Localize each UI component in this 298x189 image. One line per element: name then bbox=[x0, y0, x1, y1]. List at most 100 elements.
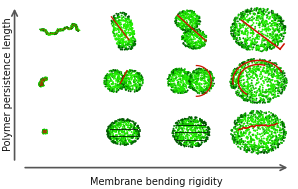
Point bbox=[45, 31, 50, 34]
Point bbox=[46, 34, 51, 37]
Point bbox=[116, 15, 121, 18]
Point bbox=[70, 25, 75, 28]
Point bbox=[255, 110, 260, 113]
Point bbox=[54, 30, 59, 33]
Point bbox=[41, 129, 45, 132]
Point bbox=[51, 33, 56, 36]
Point bbox=[189, 82, 194, 85]
Point bbox=[231, 22, 235, 25]
Point bbox=[243, 131, 248, 134]
Point bbox=[270, 78, 275, 81]
Point bbox=[202, 74, 207, 77]
Point bbox=[283, 130, 288, 133]
Point bbox=[173, 69, 178, 72]
Point bbox=[189, 78, 194, 81]
Point bbox=[198, 88, 203, 91]
Point bbox=[185, 37, 190, 40]
Point bbox=[43, 132, 48, 135]
Point bbox=[253, 119, 258, 122]
Point bbox=[104, 84, 109, 87]
Point bbox=[236, 14, 241, 17]
Point bbox=[39, 80, 44, 83]
Point bbox=[44, 129, 49, 132]
Point bbox=[119, 79, 124, 82]
Point bbox=[251, 12, 256, 15]
Point bbox=[268, 33, 272, 36]
Point bbox=[253, 83, 258, 86]
Point bbox=[274, 68, 279, 71]
Point bbox=[187, 18, 192, 21]
Point bbox=[108, 77, 113, 80]
Point bbox=[275, 67, 280, 70]
Point bbox=[266, 66, 271, 69]
Point bbox=[209, 84, 214, 87]
Point bbox=[261, 91, 266, 94]
Point bbox=[271, 86, 276, 89]
Point bbox=[131, 135, 136, 138]
Point bbox=[250, 15, 255, 18]
Point bbox=[184, 124, 189, 127]
Point bbox=[111, 137, 116, 140]
Point bbox=[245, 135, 250, 138]
Point bbox=[44, 131, 48, 134]
Point bbox=[265, 28, 270, 31]
Point bbox=[242, 147, 247, 150]
Point bbox=[119, 74, 124, 77]
Point bbox=[44, 32, 49, 35]
Point bbox=[43, 78, 48, 81]
Point bbox=[229, 29, 234, 32]
Point bbox=[43, 130, 48, 133]
Point bbox=[240, 61, 245, 64]
Point bbox=[232, 21, 237, 24]
Point bbox=[233, 127, 238, 130]
Point bbox=[135, 89, 140, 92]
Point bbox=[253, 144, 258, 147]
Point bbox=[137, 75, 142, 78]
Point bbox=[270, 148, 274, 151]
Point bbox=[44, 129, 48, 132]
Point bbox=[125, 43, 129, 46]
Point bbox=[184, 81, 189, 84]
Point bbox=[235, 142, 240, 145]
Point bbox=[130, 133, 135, 136]
Point bbox=[117, 124, 121, 127]
Point bbox=[119, 86, 123, 89]
Point bbox=[198, 68, 202, 71]
Point bbox=[41, 79, 45, 82]
Point bbox=[260, 20, 264, 23]
Point bbox=[194, 121, 198, 124]
Point bbox=[262, 12, 267, 15]
Point bbox=[252, 60, 257, 63]
Point bbox=[237, 120, 241, 123]
Point bbox=[120, 78, 125, 81]
Point bbox=[271, 68, 276, 71]
Point bbox=[191, 140, 196, 143]
Point bbox=[129, 23, 134, 26]
Point bbox=[133, 84, 138, 88]
Point bbox=[183, 142, 187, 145]
Point bbox=[175, 121, 180, 124]
Point bbox=[38, 84, 43, 87]
Point bbox=[270, 75, 274, 78]
Point bbox=[180, 86, 185, 89]
Point bbox=[249, 119, 254, 122]
Point bbox=[42, 130, 47, 133]
Point bbox=[189, 45, 193, 48]
Point bbox=[250, 95, 255, 98]
Point bbox=[113, 18, 117, 21]
Point bbox=[105, 83, 110, 86]
Point bbox=[195, 80, 199, 83]
Point bbox=[186, 37, 190, 40]
Point bbox=[178, 138, 182, 141]
Point bbox=[246, 45, 251, 48]
Point bbox=[42, 130, 46, 133]
Point bbox=[208, 79, 213, 82]
Point bbox=[254, 74, 259, 77]
Point bbox=[189, 73, 193, 76]
Point bbox=[252, 143, 257, 146]
Point bbox=[54, 32, 59, 35]
Point bbox=[277, 72, 282, 75]
Point bbox=[248, 123, 253, 126]
Point bbox=[62, 26, 67, 29]
Point bbox=[243, 45, 248, 48]
